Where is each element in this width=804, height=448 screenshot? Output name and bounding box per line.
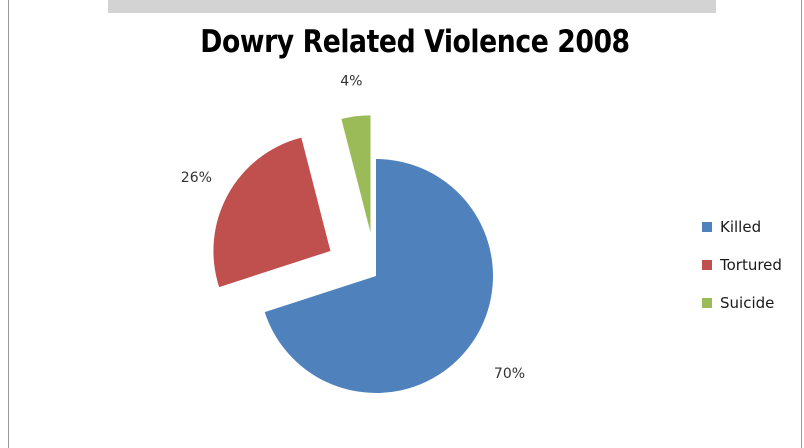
data-label-tortured: 26%: [181, 170, 212, 186]
pie-slice-tortured: [213, 137, 331, 288]
chart-frame: [8, 0, 802, 448]
legend-swatch-suicide: [702, 298, 712, 308]
legend-item-tortured: Tortured: [702, 246, 782, 284]
legend-label-killed: Killed: [720, 218, 762, 236]
legend-label-tortured: Tortured: [720, 256, 782, 274]
legend-swatch-killed: [702, 222, 712, 232]
legend-item-suicide: Suicide: [702, 284, 782, 322]
data-label-killed: 70%: [494, 366, 525, 382]
top-bar: [108, 0, 716, 13]
chart-title: Dowry Related Violence 2008: [200, 24, 630, 60]
pie-slice-suicide: [341, 115, 371, 233]
legend-swatch-tortured: [702, 260, 712, 270]
legend-item-killed: Killed: [702, 208, 782, 246]
legend-label-suicide: Suicide: [720, 294, 775, 312]
pie-slice-killed: [264, 159, 493, 394]
legend: Killed Tortured Suicide: [702, 208, 782, 322]
data-label-suicide: 4%: [340, 74, 362, 90]
